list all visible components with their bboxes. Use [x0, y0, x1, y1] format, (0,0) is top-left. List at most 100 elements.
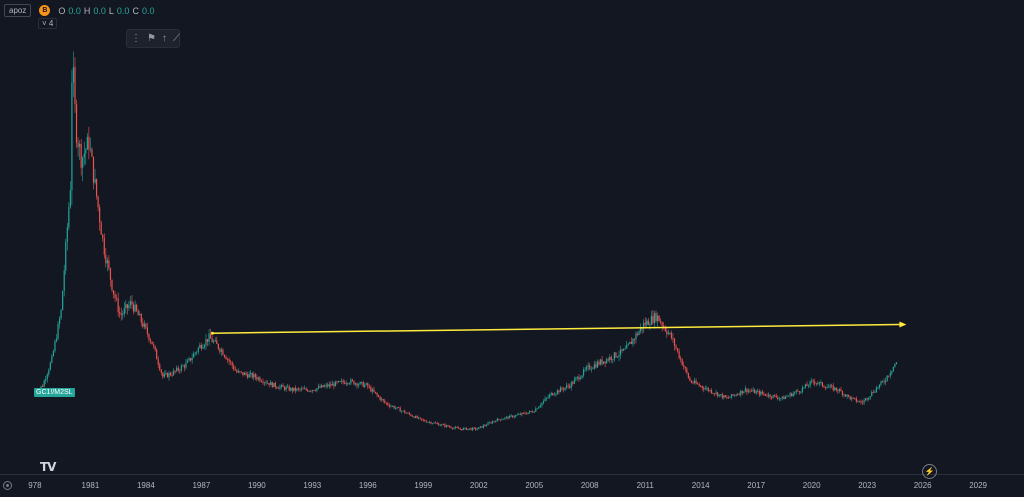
candle-body	[240, 371, 243, 373]
candle-body	[837, 390, 839, 392]
candle-body	[807, 385, 810, 387]
open-value: 0.0	[68, 5, 81, 16]
candle-body	[74, 67, 76, 105]
candle-body	[542, 401, 545, 403]
candle-body	[582, 369, 585, 376]
candle-body	[43, 380, 45, 387]
candle-body	[302, 388, 304, 390]
candle-body	[703, 387, 705, 390]
candle-body	[459, 428, 461, 430]
candle-body	[630, 341, 632, 345]
candle-body	[102, 234, 104, 238]
candle-body	[62, 290, 64, 310]
candle-body	[638, 331, 640, 335]
candle-body	[627, 343, 629, 345]
candle-body	[145, 323, 147, 328]
gear-icon[interactable]	[3, 481, 12, 490]
candle-body	[567, 385, 569, 387]
candle-body	[448, 426, 451, 428]
candle-body	[701, 385, 703, 388]
candle-body	[222, 349, 224, 355]
candle-body	[254, 374, 256, 378]
candle-body	[194, 352, 196, 354]
candle-body	[339, 381, 341, 382]
candle-body	[109, 268, 112, 280]
candle-body	[670, 332, 673, 339]
candle-body	[211, 338, 213, 343]
candle-body	[219, 348, 221, 352]
candle-body	[704, 388, 706, 390]
candle-body	[545, 397, 548, 399]
candle-body	[233, 365, 235, 370]
candle-body	[456, 427, 458, 428]
candle-body	[57, 323, 59, 339]
candle-body	[780, 398, 782, 399]
candle-body	[495, 421, 497, 423]
candle-body	[754, 389, 756, 394]
x-tick-label: 1999	[414, 481, 432, 490]
candle-body	[203, 345, 206, 348]
candle-body	[844, 394, 847, 397]
candle-body	[865, 398, 867, 401]
candle-body	[572, 382, 574, 384]
lightning-icon[interactable]: ⚡	[922, 464, 937, 479]
candle-body	[106, 260, 108, 264]
drag-handle-icon[interactable]: ⋮	[131, 32, 141, 44]
chart-trend-icon[interactable]: ⟋	[172, 32, 180, 44]
trendline-arrowhead	[899, 321, 907, 328]
candle-body	[168, 373, 170, 378]
trendline[interactable]	[212, 323, 901, 334]
candle-body	[156, 349, 158, 360]
candle-body	[86, 136, 88, 150]
candle-body	[418, 417, 420, 419]
candle-body	[186, 360, 189, 363]
candle-body	[333, 383, 335, 387]
candle-body	[852, 397, 854, 399]
candle-body	[658, 315, 660, 322]
arrow-up-pin-icon[interactable]: ↑	[161, 32, 167, 44]
candle-body	[869, 395, 871, 398]
candle-body	[786, 396, 788, 398]
candle-body	[341, 380, 343, 382]
candle-body	[834, 387, 836, 391]
candle-body	[439, 425, 441, 426]
candle-body	[592, 368, 594, 370]
candle-body	[710, 390, 713, 394]
candle-body	[447, 425, 449, 427]
candle-body	[649, 324, 651, 326]
candle-body	[566, 385, 568, 388]
candle-body	[142, 322, 144, 327]
candle-body	[889, 373, 891, 376]
candle-body	[562, 389, 565, 390]
candle-body	[160, 369, 162, 373]
symbol-box[interactable]: apoz	[4, 4, 32, 17]
candle-body	[89, 149, 92, 151]
candle-body	[529, 411, 531, 413]
candle-body	[846, 394, 848, 397]
x-tick-label: 978	[28, 481, 42, 490]
candle-body	[892, 366, 894, 372]
candle-body	[633, 339, 636, 340]
candle-body	[384, 400, 386, 403]
candle-body	[880, 381, 882, 385]
candle-body	[741, 390, 743, 394]
candle-body	[129, 301, 132, 306]
candle-body	[193, 353, 195, 358]
indicators-toggle-button[interactable]: ˅ 4	[38, 18, 58, 29]
candle-body	[177, 367, 179, 371]
candle-body	[681, 359, 683, 366]
candle-body	[435, 422, 437, 424]
candle-body	[874, 391, 876, 393]
candle-body	[858, 401, 861, 403]
candle-body	[747, 390, 750, 393]
candle-body	[621, 349, 623, 351]
flag-pin-icon[interactable]: ⚑	[147, 32, 156, 44]
candle-body	[549, 394, 551, 398]
candle-body	[381, 399, 383, 400]
candle-body	[851, 397, 853, 400]
trendline-anchor[interactable]	[210, 331, 214, 335]
candle-body	[385, 402, 387, 404]
high-value: 0.0	[93, 5, 106, 16]
